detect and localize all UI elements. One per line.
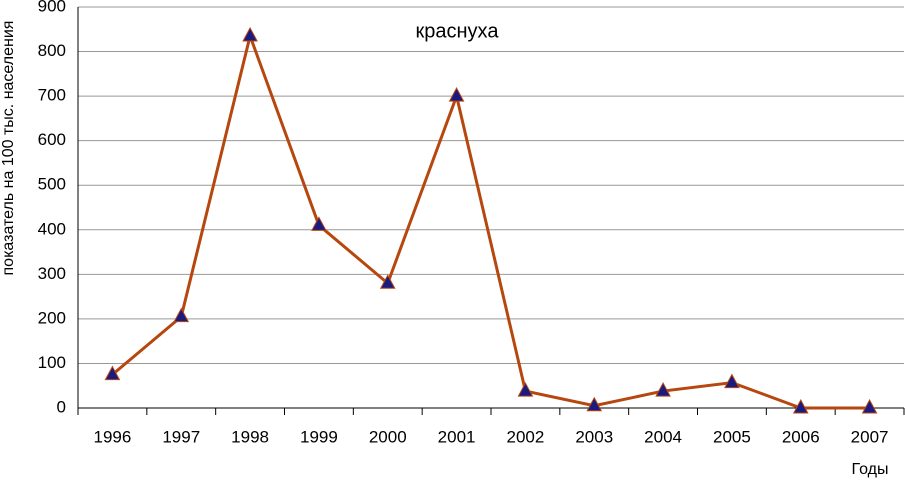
marker [448,87,465,102]
chart-title: краснуха [416,20,500,42]
y-tick-label: 700 [38,86,66,105]
marker [242,26,258,42]
y-tick-label: 300 [38,264,66,283]
x-tick-label: 2003 [575,427,613,446]
marker [586,396,603,412]
data-line [111,30,870,410]
x-tick-label: 2000 [369,427,407,446]
x-tick-label: 2007 [851,427,889,446]
y-tick-label: 500 [38,175,66,194]
x-tick-label: 2001 [438,427,476,446]
y-tick-label: 800 [38,41,66,60]
x-tick-label: 1996 [94,427,132,446]
y-tick-label: 0 [57,397,66,416]
y-tick-label: 100 [38,353,66,372]
marker [311,216,327,231]
x-tick-label: 2002 [507,427,545,446]
x-tick-label: 1998 [231,427,269,446]
y-tick-label: 900 [38,0,66,15]
marker [861,398,878,414]
x-tick-label: 2004 [644,427,682,446]
marker [173,307,190,323]
x-tick-label: 1999 [300,427,338,446]
x-tick-label: 1997 [162,427,200,446]
x-tick-label: 2006 [782,427,820,446]
y-tick-label: 200 [38,308,66,327]
marker [379,274,396,289]
y-tick-label: 600 [38,130,66,149]
x-axis-label: Годы [852,461,889,478]
marker [104,365,121,381]
marker [792,398,809,414]
marker [655,382,671,397]
x-tick-label: 2005 [713,427,751,446]
y-tick-label: 400 [38,219,66,238]
y-axis-label: показатель на 100 тыс. населения [0,21,17,276]
marker [724,373,740,389]
marker [517,382,534,397]
